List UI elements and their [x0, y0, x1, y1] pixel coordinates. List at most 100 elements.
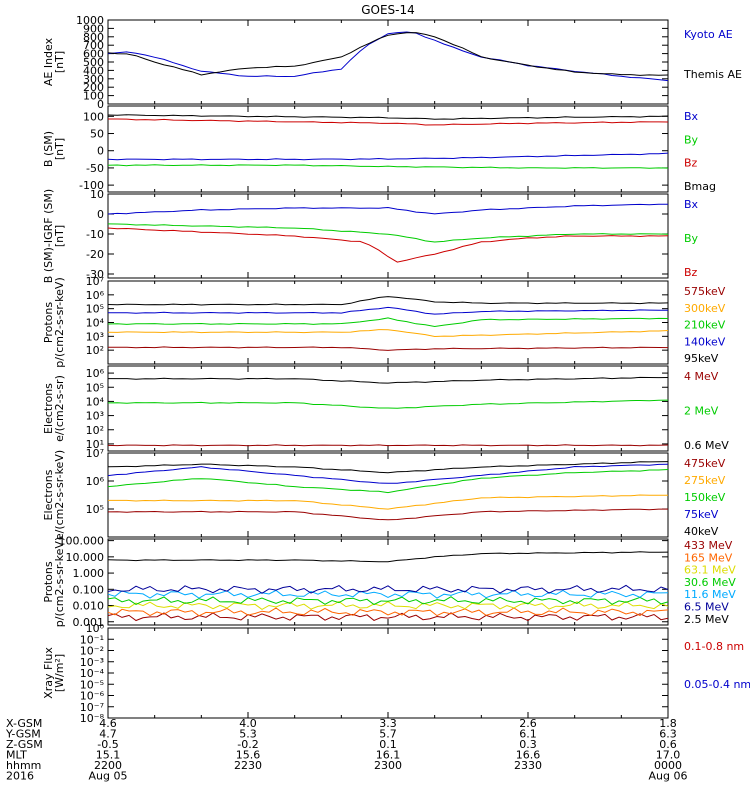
y-axis-label-protons_kev: p/(cm2-s-sr-keV)	[53, 277, 66, 368]
legend-entry-protons_mev-1: 165 MeV	[684, 551, 733, 564]
series-line-protons_kev-1	[107, 329, 669, 338]
y-axis-label-xray: Xray Flux	[42, 647, 55, 699]
y-tick-label-ae: 700	[83, 39, 104, 52]
ephemeris-value: 2330	[514, 759, 542, 772]
ephemeris-value: 1.8	[659, 717, 677, 730]
ephemeris-value: 2.6	[519, 717, 537, 730]
ephemeris-value: 16.1	[376, 749, 401, 762]
y-tick-label-electrons_kev: 10⁵	[86, 503, 104, 516]
series-line-protons_kev-2	[107, 317, 669, 328]
y-axis-label-protons_mev: p/(cm2-s-sr-keV)	[53, 537, 66, 628]
ephemeris-value: 17.0	[656, 749, 681, 762]
ephemeris-value: 2300	[374, 759, 402, 772]
series-line-electrons_kev-1	[108, 494, 668, 510]
y-tick-label-xray: 10⁻⁸	[80, 712, 105, 725]
legend-entry-bsm-2: Bz	[684, 157, 698, 170]
y-axis-label-electrons_kev: e/(cm2-s-sr-keV)	[53, 450, 66, 540]
series-line-electrons_mev-2	[108, 376, 669, 384]
ephemeris-value: 0.1	[379, 738, 397, 751]
y-tick-label-protons_kev: 10⁶	[86, 289, 105, 302]
y-tick-label-protons_kev: 10⁴	[86, 317, 105, 330]
legend-entry-bsmigrf-0: Bx	[684, 198, 699, 211]
ephemeris-value: 0000	[654, 759, 682, 772]
y-tick-label-ae: 200	[83, 81, 104, 94]
ephemeris-value: 0.3	[519, 738, 537, 751]
panel-frame-xray	[107, 627, 669, 719]
series-line-bsm-3	[107, 114, 669, 120]
y-tick-label-xray: 10⁻⁶	[80, 690, 105, 703]
y-tick-label-xray: 10⁻⁷	[80, 701, 104, 714]
ephemeris-label: hhmm	[6, 759, 41, 772]
series-line-protons_kev-4	[107, 296, 669, 306]
y-tick-label-protons_kev: 10⁷	[86, 275, 104, 288]
y-tick-label-ae: 0	[97, 98, 104, 111]
panel-frame-bsm	[107, 105, 669, 193]
legend-entry-bsm-1: By	[684, 133, 699, 146]
legend-entry-protons_mev-3: 30.6 MeV	[684, 576, 736, 589]
y-tick-label-protons_kev: 10⁵	[86, 303, 104, 316]
ephemeris-value: -0.5	[97, 738, 118, 751]
ephemeris-label: 2016	[6, 770, 34, 783]
y-tick-label-bsmigrf: -10	[86, 228, 104, 241]
y-tick-label-electrons_mev: 10¹	[86, 438, 104, 451]
y-tick-label-ae: 500	[83, 56, 104, 69]
series-line-electrons_kev-2	[107, 469, 669, 494]
ephemeris-label: Y-GSM	[5, 728, 41, 741]
series-line-bsm-0	[107, 152, 669, 161]
ephemeris-value: 4.0	[239, 717, 257, 730]
ephemeris-value: 3.3	[379, 717, 397, 730]
ephemeris-value: 0.6	[659, 738, 677, 751]
legend-entry-electrons_kev-0: 475keV	[684, 457, 726, 470]
legend-entry-bsmigrf-1: By	[684, 232, 699, 245]
legend-entry-ae-0: Kyoto AE	[684, 28, 733, 41]
legend-entry-bsmigrf-2: Bz	[684, 266, 698, 279]
y-tick-label-protons_mev: 0.010	[73, 600, 105, 613]
ephemeris-label: MLT	[6, 749, 27, 762]
y-tick-label-bsm: 0	[97, 145, 104, 158]
y-tick-label-electrons_mev: 10²	[86, 424, 104, 437]
y-tick-label-electrons_mev: 10⁴	[86, 395, 105, 408]
y-tick-label-electrons_mev: 10³	[86, 410, 104, 423]
series-line-ae-1	[107, 32, 669, 76]
legend-entry-ae-1: Themis AE	[683, 68, 742, 81]
ephemeris-value: -0.2	[237, 738, 258, 751]
y-tick-label-bsm: -50	[86, 162, 104, 175]
y-tick-label-bsm: 50	[90, 128, 104, 141]
y-tick-label-protons_mev: 0.001	[73, 616, 105, 629]
ephemeris-value: 6.1	[519, 728, 537, 741]
y-tick-label-electrons_mev: 10⁶	[86, 367, 105, 380]
ephemeris-value: 6.3	[659, 728, 677, 741]
y-axis-label-protons_kev: Protons	[42, 302, 55, 343]
ephemeris-value: 5.3	[239, 728, 257, 741]
legend-entry-electrons_kev-3: 75keV	[684, 508, 719, 521]
y-tick-label-ae: 100	[83, 90, 104, 103]
y-tick-label-protons_mev: 10.000	[66, 551, 105, 564]
legend-entry-xray-0: 0.1-0.8 nm	[684, 640, 744, 653]
y-tick-label-ae: 300	[83, 73, 104, 86]
series-line-electrons_mev-0	[107, 444, 669, 447]
y-axis-label-protons_mev: Protons	[42, 561, 55, 602]
legend-entry-protons_kev-1: 300keV	[684, 302, 726, 315]
y-tick-label-xray: 10⁻¹	[80, 633, 104, 646]
series-line-protons_mev-6	[107, 551, 669, 563]
y-axis-label-ae: AE Index	[42, 37, 55, 86]
ephemeris-value: Aug 05	[89, 770, 128, 783]
legend-entry-electrons_mev-1: 2 MeV	[684, 405, 719, 418]
y-tick-label-protons_mev: 1.000	[73, 567, 105, 580]
ephemeris-label: X-GSM	[6, 717, 42, 730]
legend-entry-protons_mev-0: 433 MeV	[684, 539, 733, 552]
ephemeris-value: 16.6	[516, 749, 541, 762]
legend-entry-protons_kev-2: 210keV	[684, 319, 726, 332]
y-tick-label-bsmigrf: -30	[86, 268, 104, 281]
series-line-bsm-2	[108, 118, 669, 126]
series-line-bsm-1	[107, 164, 669, 169]
ephemeris-value: 2200	[94, 759, 122, 772]
y-tick-label-xray: 10⁰	[86, 622, 105, 635]
ephemeris-value: 4.6	[99, 717, 117, 730]
y-tick-label-xray: 10⁻⁵	[80, 678, 104, 691]
legend-entry-bsm-0: Bx	[684, 110, 699, 123]
series-line-electrons_kev-0	[107, 508, 668, 521]
legend-entry-electrons_mev-2: 0.6 MeV	[684, 439, 729, 452]
y-tick-label-ae: 800	[83, 31, 104, 44]
y-tick-label-ae: 900	[83, 22, 104, 35]
